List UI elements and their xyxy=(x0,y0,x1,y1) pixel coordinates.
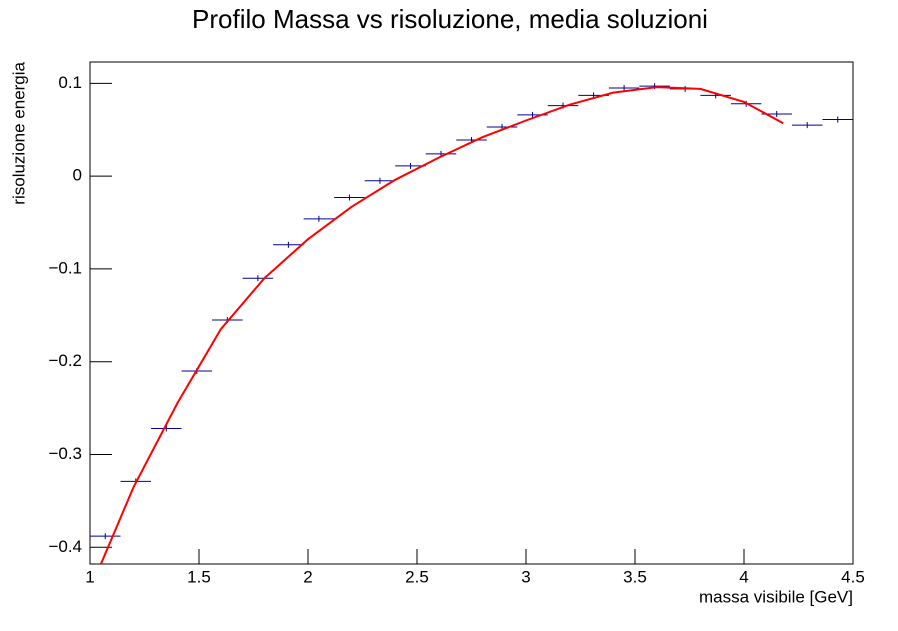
plot-frame xyxy=(89,61,854,565)
y-tick-label: 0 xyxy=(73,166,82,185)
x-tick-label: 4 xyxy=(739,567,748,586)
y-tick-label: 0.1 xyxy=(58,73,82,92)
x-tick-label: 2 xyxy=(303,567,312,586)
fit-curve xyxy=(99,86,784,564)
y-tick-label: −0.4 xyxy=(48,537,82,556)
y-axis-label: risoluzione energia xyxy=(9,61,28,204)
x-tick-label: 1 xyxy=(85,567,94,586)
x-tick-label: 4.5 xyxy=(841,567,865,586)
x-tick-label: 3.5 xyxy=(623,567,647,586)
x-tick-label: 3 xyxy=(521,567,530,586)
y-tick-label: −0.3 xyxy=(48,444,82,463)
y-tick-label: −0.2 xyxy=(48,351,82,370)
x-tick-label: 2.5 xyxy=(405,567,429,586)
y-tick-label: −0.1 xyxy=(48,258,82,277)
x-axis-label: massa visibile [GeV] xyxy=(699,587,853,606)
chart-title: Profilo Massa vs risoluzione, media solu… xyxy=(192,4,708,34)
x-tick-label: 1.5 xyxy=(187,567,211,586)
